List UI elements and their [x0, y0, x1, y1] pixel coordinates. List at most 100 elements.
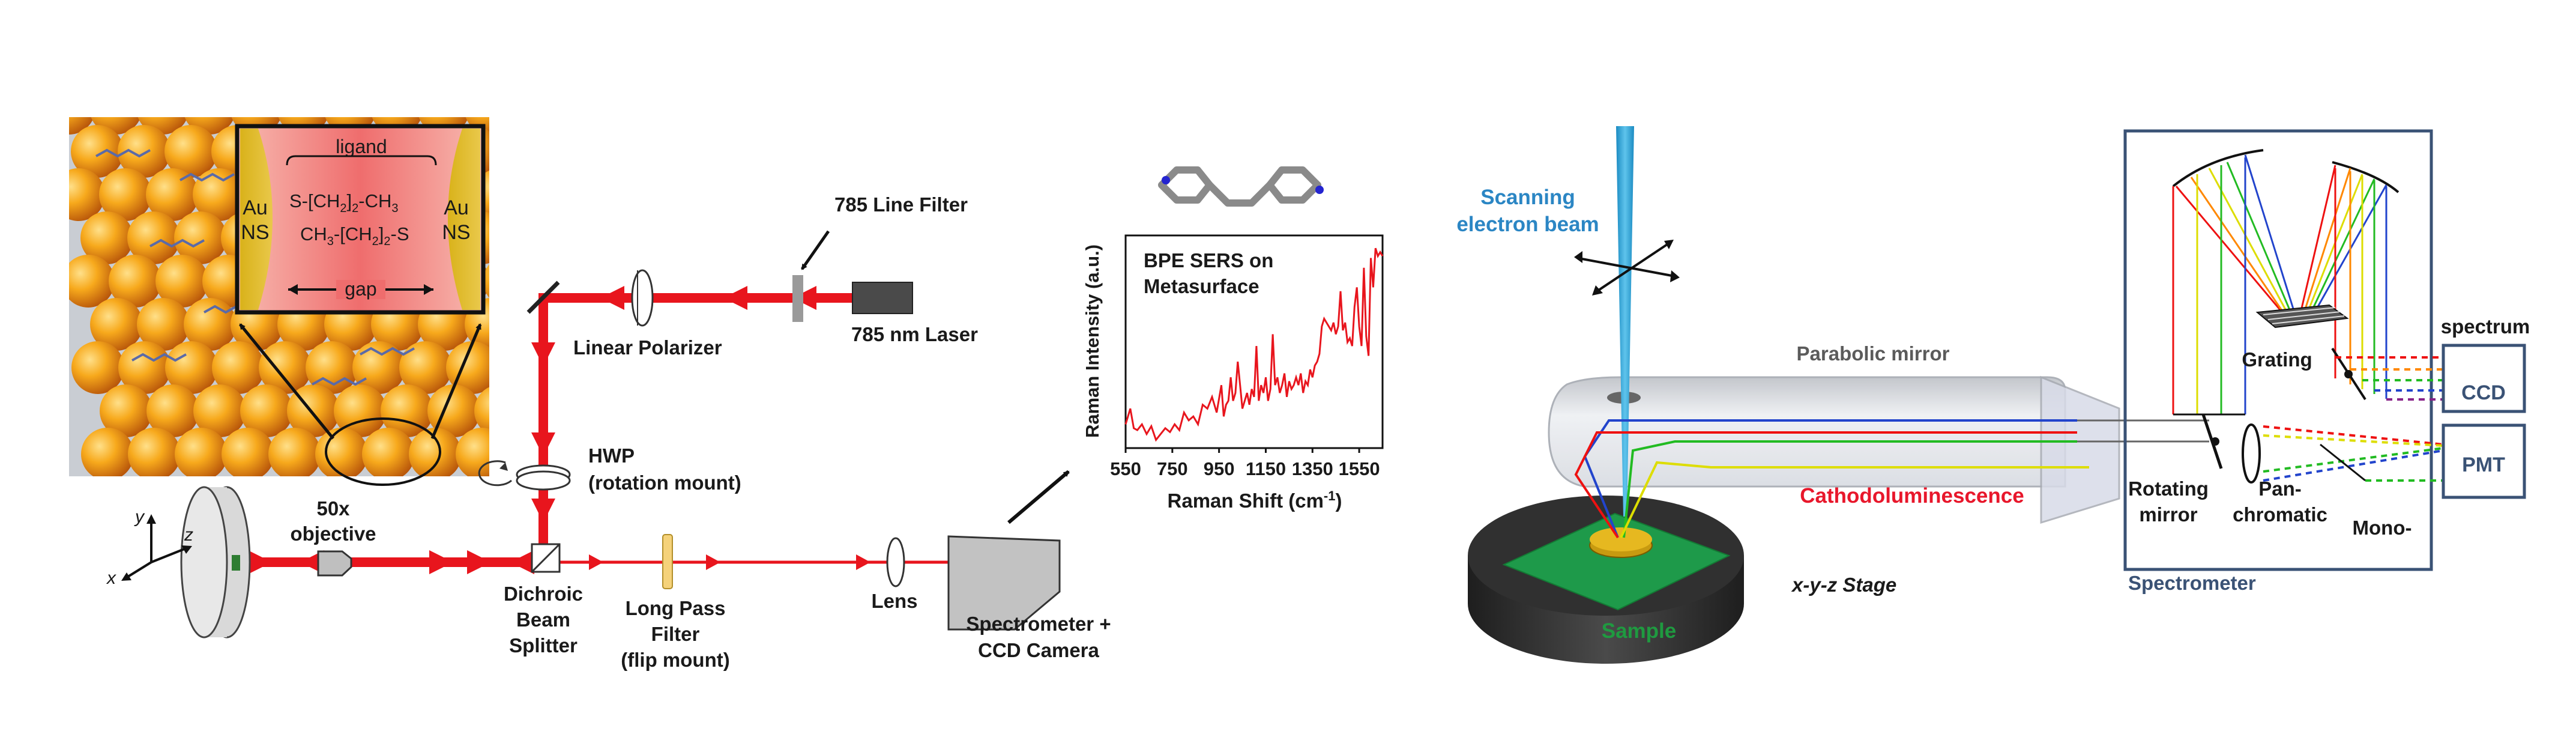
raman-setup: ligand Au NS Au NS S-[CH2]2-CH3 CH3-[CH2…	[69, 117, 1111, 671]
fold-mirror	[526, 281, 560, 314]
gold-nanoparticle	[155, 255, 208, 308]
scanning-label-1: Scanning	[1480, 186, 1575, 209]
gold-nanoparticle	[568, 384, 621, 437]
gold-nanoparticle	[483, 264, 489, 298]
spectrometer-enclosure	[2123, 129, 2433, 571]
gold-nanoparticle	[240, 384, 293, 437]
rotating-mirror-label-2: mirror	[2139, 503, 2197, 526]
laser-label: 785 nm Laser	[851, 323, 978, 345]
gold-nanoparticle	[427, 384, 480, 437]
bpe-molecule	[149, 238, 205, 248]
x-tick-label: 1550	[1339, 458, 1380, 479]
bpe-molecule	[360, 347, 415, 356]
panchromatic-label-2: chromatic	[2233, 503, 2327, 526]
gold-nanoparticle	[80, 211, 133, 264]
gold-nanoparticle	[146, 168, 199, 221]
axis-y-label: y	[134, 507, 145, 527]
panchromatic-lens	[2242, 423, 2261, 484]
gold-nanoparticle	[222, 428, 274, 476]
gold-nanoparticle	[109, 255, 161, 308]
zoom-circle	[325, 417, 441, 486]
lpf-label-3: (flip mount)	[621, 649, 729, 671]
dichroic-label-2: Beam	[516, 608, 570, 631]
electron-beam	[1616, 126, 1634, 517]
gold-nanoparticle	[549, 211, 602, 264]
spectrometer-label-2: CCD Camera	[978, 639, 1099, 661]
gold-nanoparticle	[174, 211, 227, 264]
mono-label: Mono-	[2353, 517, 2412, 539]
gold-nanoparticle	[193, 168, 246, 221]
objective-lens	[317, 550, 352, 577]
gold-nanoparticle	[69, 168, 105, 221]
rotating-mirror-label-1: Rotating	[2128, 478, 2209, 500]
au-ns-left-line1: Au	[243, 196, 268, 219]
objective-label-1: 50x	[316, 497, 350, 520]
gold-nanoparticle	[352, 341, 405, 394]
x-tick-label: 1150	[1246, 458, 1286, 479]
gold-nanoparticle	[118, 125, 170, 178]
gold-nanoparticle	[315, 428, 368, 476]
x-tick-label: 950	[1204, 458, 1235, 479]
focusing-mirror	[2332, 161, 2400, 193]
y-axis-label: Raman Intensity (a.u.)	[1082, 244, 1103, 438]
stage-label: x-y-z Stage	[1791, 574, 1896, 596]
bpe-molecule	[95, 148, 151, 158]
ccd-label: CCD	[2461, 381, 2506, 404]
gold-nanoparticle	[165, 341, 218, 394]
au-nanosphere-left	[240, 129, 273, 310]
gold-nanoparticle	[128, 428, 181, 476]
gold-nanoparticle	[362, 428, 415, 476]
gold-nanoparticle	[474, 387, 489, 435]
gold-nanoparticle	[100, 384, 152, 437]
gold-nanoparticle	[146, 384, 199, 437]
gold-nanoparticle	[520, 168, 573, 221]
spectrometer-box	[947, 535, 1061, 631]
chart-subtitle: Metasurface	[1144, 275, 1259, 297]
ccd-outputs	[2335, 356, 2443, 401]
x-axis-label: Raman Shift (cm-1)	[1168, 488, 1342, 512]
spectrometer-label-1: Spectrometer +	[966, 613, 1111, 635]
chart-title: BPE SERS on	[1144, 249, 1273, 271]
x-tick-label: 1350	[1292, 458, 1333, 479]
parabolic-mirror-label: Parabolic mirror	[1797, 342, 1950, 365]
x-tick-label: 550	[1110, 458, 1141, 479]
objective-label-2: objective	[290, 523, 376, 545]
gold-nanoparticle	[268, 428, 321, 476]
pmt-label: PMT	[2462, 453, 2505, 476]
gold-nanoparticle	[175, 428, 228, 476]
linear-polarizer	[631, 269, 654, 327]
gold-nanoparticle	[334, 384, 387, 437]
gold-nanoparticle	[69, 117, 94, 135]
gold-nanoparticle	[212, 341, 265, 394]
ligand-label: ligand	[336, 136, 387, 157]
gold-nanoparticle	[118, 341, 171, 394]
gold-nanoparticle	[193, 384, 246, 437]
au-ns-right-line1: Au	[444, 196, 469, 219]
gold-nanoparticle	[456, 428, 489, 476]
cathodoluminescence-label: Cathodoluminescence	[1800, 484, 2024, 508]
cl-rays	[1574, 419, 2089, 539]
axis-x-label: x	[106, 568, 116, 588]
series-line	[1124, 247, 1384, 442]
lpf-label-1: Long Pass	[626, 597, 726, 619]
gold-nanoparticle	[81, 428, 134, 476]
lpf-label-2: Filter	[651, 623, 700, 645]
gold-nanoparticle	[127, 211, 180, 264]
junction-inset: ligand Au NS Au NS S-[CH2]2-CH3 CH3-[CH2…	[235, 124, 486, 315]
sample-substrate	[1502, 512, 1731, 611]
pmt-outputs	[2263, 425, 2444, 482]
dichroic-label-3: Splitter	[509, 634, 578, 657]
scan-arrows	[1574, 240, 1680, 296]
gap-label: gap	[345, 278, 376, 300]
gold-nanoparticle	[381, 384, 433, 437]
bpe-molecule	[179, 172, 235, 182]
gold-nanoparticle	[259, 341, 312, 394]
hwp-mount-label: (rotation mount)	[588, 472, 741, 494]
gold-nanoparticle	[99, 168, 152, 221]
bpe-molecule	[312, 377, 367, 386]
long-pass-filter	[662, 534, 673, 589]
dispersion-rays	[2172, 154, 2387, 414]
panchromatic-label-1: Pan-	[2258, 478, 2302, 500]
gold-nanoparticle	[492, 125, 545, 178]
